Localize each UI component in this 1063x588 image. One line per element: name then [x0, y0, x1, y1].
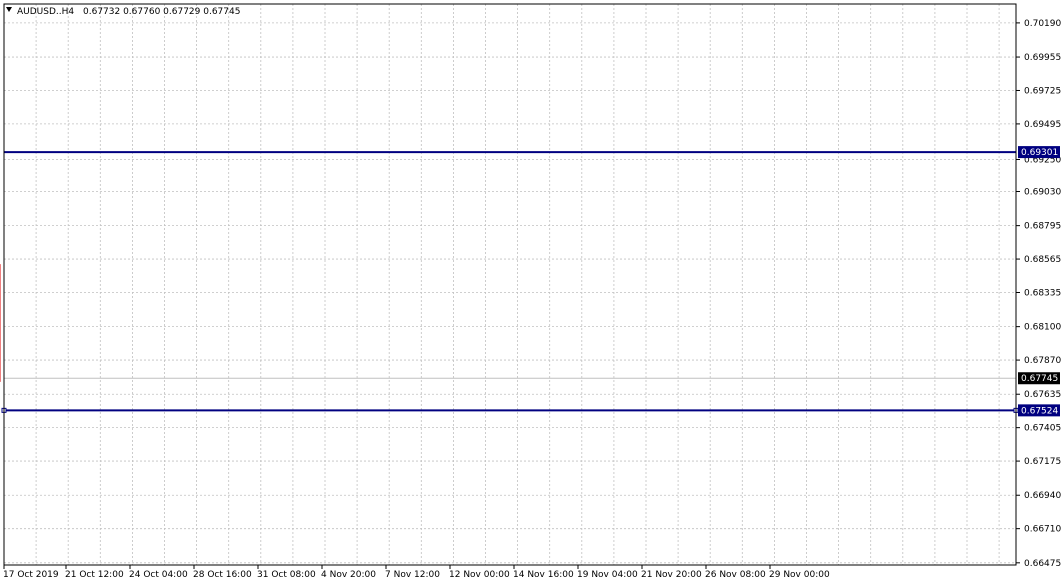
- x-tick-label: 4 Nov 20:00: [321, 570, 376, 580]
- y-tick-label: 0.67175: [1024, 457, 1061, 467]
- chart-frame: [3, 3, 1017, 566]
- x-tick-label: 21 Oct 12:00: [65, 570, 124, 580]
- ohlc-readout: 0.67732 0.67760 0.67729 0.67745: [83, 7, 240, 17]
- y-tick-label: 0.70190: [1024, 19, 1061, 29]
- plot-border: [3, 3, 1017, 566]
- y-tick-label: 0.69725: [1024, 86, 1061, 96]
- x-tick-label: 29 Nov 00:00: [769, 570, 830, 580]
- price-axis[interactable]: 0.70190 0.69955 0.69725 0.69495 0.69250 0.690…: [1016, 19, 1061, 569]
- symbol-label: AUDUSD..H4: [17, 7, 74, 17]
- y-tick-label: 0.68565: [1024, 255, 1061, 265]
- y-tick-label: 0.66940: [1024, 491, 1061, 501]
- y-tick-label: 0.67635: [1024, 390, 1061, 400]
- header: AUDUSD..H4 0.67732 0.67760 0.67729 0.677…: [6, 7, 240, 17]
- x-tick-label: 7 Nov 12:00: [385, 570, 440, 580]
- support-price-tag-text: 0.67524: [1021, 406, 1058, 416]
- y-tick-label: 0.68795: [1024, 222, 1061, 232]
- resistance-price-tag-text: 0.69301: [1021, 148, 1058, 158]
- x-tick-label: 21 Nov 20:00: [641, 570, 702, 580]
- support-price-tag: 0.67524: [1018, 404, 1060, 417]
- support-price-tag-bg: [1018, 404, 1060, 417]
- x-tick-label: 19 Nov 04:00: [577, 570, 638, 580]
- y-tick-label: 0.69030: [1024, 187, 1061, 197]
- current-price-tag-bg: [1018, 372, 1060, 385]
- time-axis[interactable]: 17 Oct 2019 21 Oct 12:00 24 Oct 04:00 28 Oc…: [3, 565, 830, 580]
- y-tick-label: 0.69495: [1024, 120, 1061, 130]
- y-tick-label: 0.66475: [1024, 559, 1061, 569]
- grid: [3, 4, 1016, 565]
- x-tick-label: 12 Nov 00:00: [449, 570, 510, 580]
- x-tick-label: 17 Oct 2019: [3, 570, 59, 580]
- resistance-price-tag: 0.69301: [1018, 146, 1060, 159]
- y-tick-label: 0.68335: [1024, 288, 1061, 298]
- y-tick-label: 0.68100: [1024, 323, 1061, 333]
- y-tick-label: 0.69955: [1024, 53, 1061, 63]
- y-tick-label: 0.67405: [1024, 424, 1061, 434]
- current-price-tag: 0.67745: [1018, 372, 1060, 385]
- x-tick-label: 26 Nov 08:00: [705, 570, 766, 580]
- current-price-tag-text: 0.67745: [1021, 374, 1058, 384]
- resistance-price-tag-bg: [1018, 146, 1060, 159]
- x-tick-label: 14 Nov 16:00: [513, 570, 574, 580]
- y-tick-label: 0.66710: [1024, 525, 1061, 535]
- dropdown-triangle-icon[interactable]: [6, 7, 12, 12]
- x-tick-label: 28 Oct 16:00: [193, 570, 252, 580]
- y-tick-label: 0.69250: [1024, 156, 1061, 166]
- x-tick-label: 31 Oct 08:00: [257, 570, 316, 580]
- x-tick-label: 24 Oct 04:00: [129, 570, 188, 580]
- y-tick-label: 0.67870: [1024, 356, 1061, 366]
